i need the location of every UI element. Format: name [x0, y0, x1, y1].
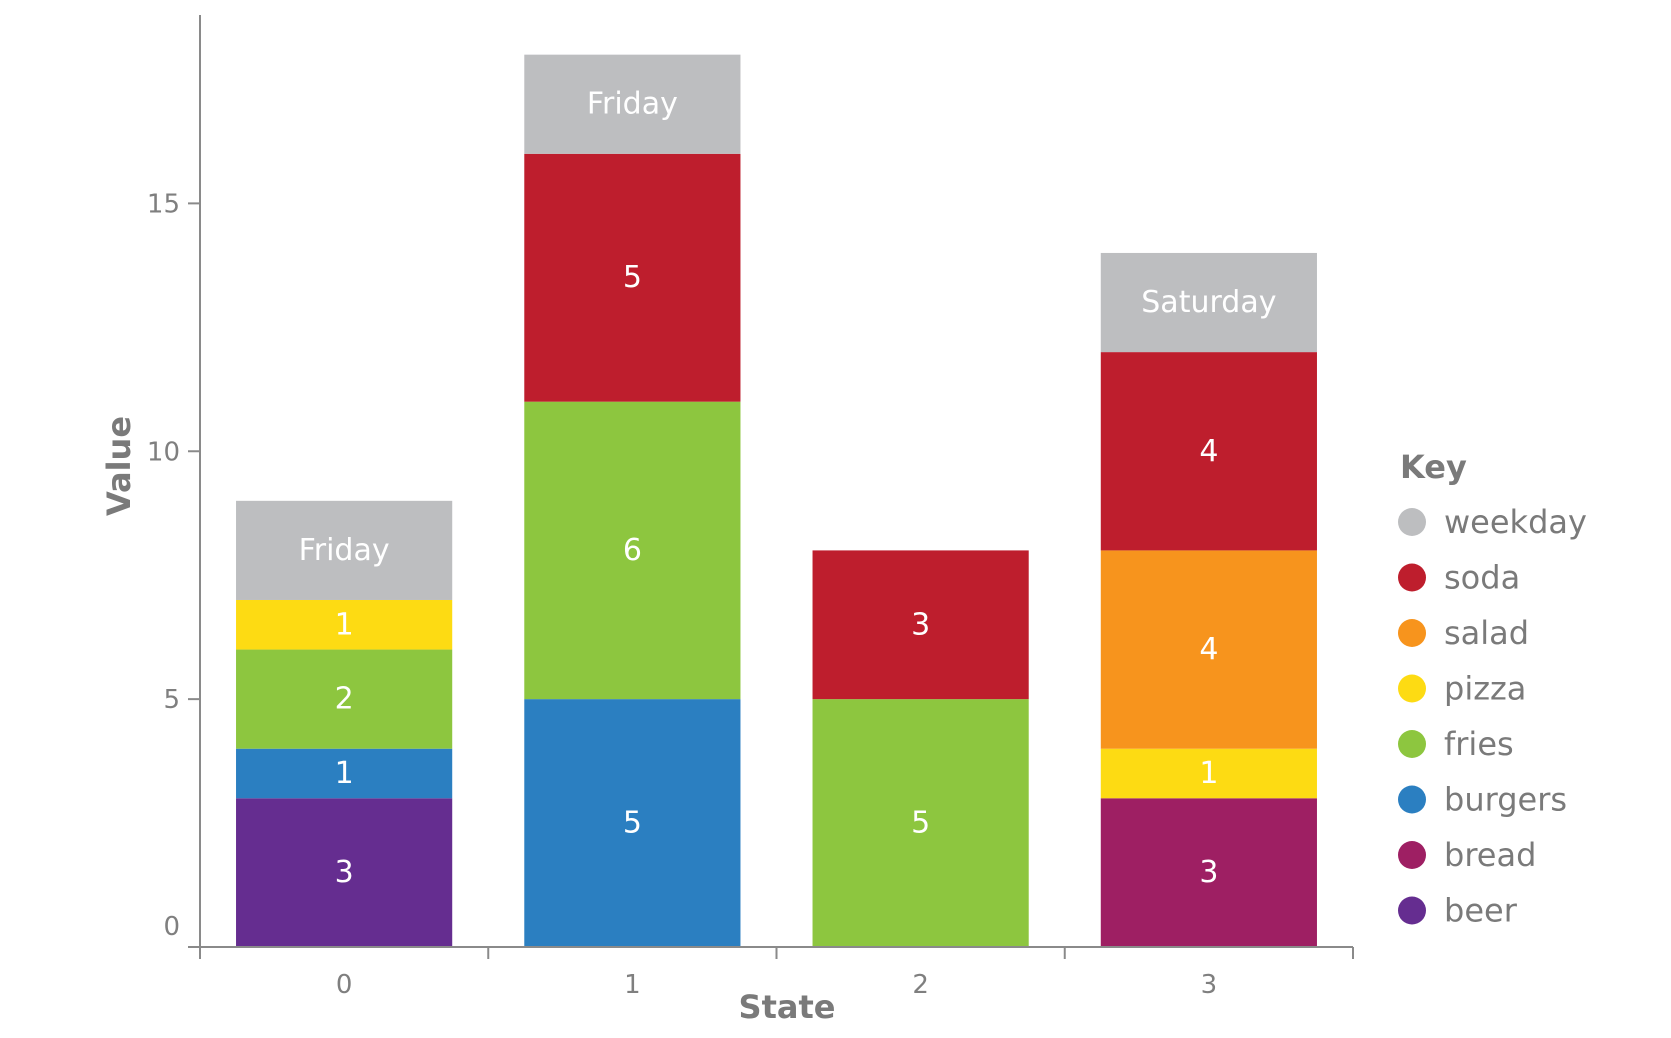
segment-label-fries-1: 6: [623, 533, 642, 568]
legend-label-bread: bread: [1444, 836, 1536, 874]
y-tick-label: 15: [147, 189, 180, 219]
bar-segment-fries-1: [524, 401, 741, 700]
bar-segment-weekday-3: [1100, 252, 1317, 353]
bar-segment-weekday-1: [524, 54, 741, 154]
bar-segment-burgers-0: [236, 748, 453, 799]
bar-segment-pizza-0: [236, 599, 453, 650]
legend-swatch-burgers: [1398, 785, 1426, 814]
segment-label-weekday-0: Friday: [299, 533, 390, 568]
legend-swatch-beer: [1398, 896, 1426, 925]
legend-label-fries: fries: [1444, 725, 1514, 763]
legend: Key weekday soda salad pizza fries burgers bre…: [1398, 448, 1587, 930]
segment-label-pizza-0: 1: [335, 607, 354, 642]
bar-segment-soda-2: [812, 550, 1029, 700]
segment-label-pizza-3: 1: [1199, 756, 1218, 791]
segment-label-burgers-1: 5: [623, 806, 642, 841]
bar-segment-salad-3: [1100, 550, 1317, 749]
legend-label-beer: beer: [1444, 892, 1518, 930]
legend-swatch-weekday: [1398, 508, 1426, 536]
bars-layer: 3 1 2 1 Friday 5 6 5 Friday 5 3 3 1 4 4 Saturday: [236, 54, 1317, 947]
legend-label-weekday: weekday: [1444, 503, 1587, 541]
x-tick-label: 1: [624, 970, 641, 1000]
y-tick-label: 5: [163, 685, 180, 715]
segment-label-soda-1: 5: [623, 260, 642, 295]
legend-swatch-pizza: [1398, 674, 1426, 703]
x-tick-label: 0: [336, 970, 353, 1000]
bar-segment-weekday-0: [236, 500, 453, 600]
segment-label-salad-3: 4: [1199, 632, 1218, 667]
segment-label-weekday-1: Friday: [587, 87, 678, 122]
legend-swatch-salad: [1398, 619, 1426, 647]
bar-segment-burgers-1: [524, 699, 741, 947]
legend-label-burgers: burgers: [1444, 781, 1567, 819]
bar-segment-pizza-3: [1100, 748, 1317, 799]
legend-label-pizza: pizza: [1444, 670, 1526, 708]
segment-label-soda-2: 3: [911, 607, 930, 642]
segment-label-weekday-3: Saturday: [1141, 285, 1276, 320]
y-tick-label: 0: [163, 912, 180, 942]
bar-segment-beer-0: [236, 798, 453, 947]
x-tick-label: 2: [912, 970, 929, 1000]
legend-swatch-bread: [1398, 841, 1426, 869]
legend-swatch-soda: [1398, 563, 1426, 592]
legend-label-salad: salad: [1444, 614, 1529, 652]
bar-segment-fries-0: [236, 649, 453, 749]
segment-label-burgers-0: 1: [335, 756, 354, 791]
bar-segment-bread-3: [1100, 798, 1317, 947]
legend-label-soda: soda: [1444, 559, 1520, 597]
segment-label-bread-3: 3: [1199, 855, 1218, 890]
segment-label-fries-2: 5: [911, 806, 930, 841]
bar-segment-soda-3: [1100, 352, 1317, 551]
segment-label-beer-0: 3: [335, 855, 354, 890]
x-axis-title: State: [739, 988, 836, 1026]
segment-label-fries-0: 2: [335, 682, 354, 717]
bar-segment-fries-2: [812, 699, 1029, 947]
segment-label-soda-3: 4: [1199, 434, 1218, 469]
legend-swatch-fries: [1398, 730, 1426, 758]
y-tick-label: 10: [147, 437, 180, 467]
x-tick-label: 3: [1201, 970, 1218, 1000]
bar-segment-soda-1: [524, 153, 741, 402]
y-axis-title: Value: [100, 416, 138, 516]
legend-title: Key: [1400, 448, 1467, 486]
